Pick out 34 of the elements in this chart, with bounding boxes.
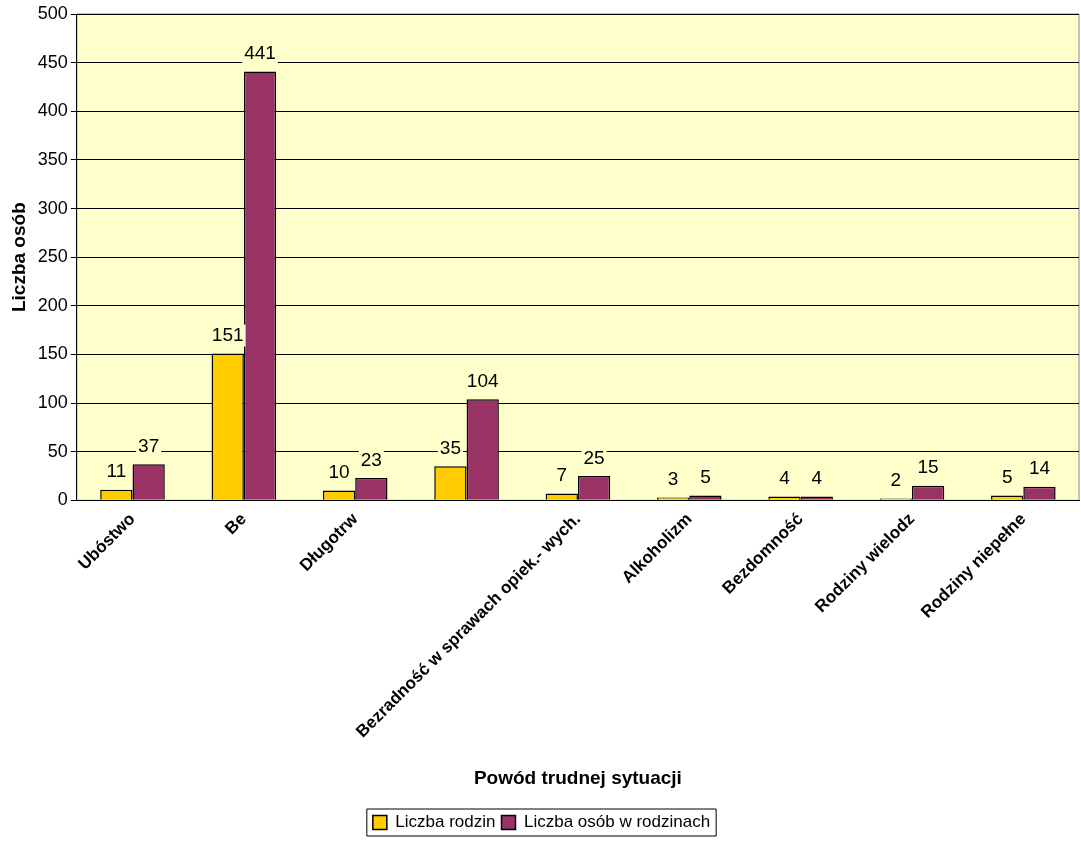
- data-label: 2: [890, 469, 902, 491]
- data-label: 441: [244, 42, 276, 64]
- y-tick-label: 400: [37, 100, 68, 121]
- legend-label: Liczba osób w rodzinach: [524, 812, 711, 832]
- legend-label: Liczba rodzin: [395, 812, 496, 832]
- y-tick-label: 450: [37, 51, 68, 72]
- data-label: 3: [667, 468, 679, 490]
- y-tick-label: 500: [37, 2, 68, 23]
- data-label: 7: [556, 464, 568, 486]
- y-tick-label: 50: [47, 440, 68, 461]
- data-label: 5: [1001, 466, 1013, 488]
- data-label: 4: [811, 467, 823, 489]
- y-tick-label: 350: [37, 148, 68, 169]
- data-label: 15: [917, 456, 939, 478]
- y-tick-label: 150: [37, 343, 68, 364]
- data-label: 14: [1028, 457, 1051, 479]
- data-label: 4: [779, 467, 791, 489]
- y-tick-label: 300: [37, 197, 68, 218]
- data-label: 35: [439, 437, 461, 459]
- y-tick-label: 0: [57, 489, 68, 510]
- data-label: 11: [106, 460, 127, 482]
- y-tick-label: 100: [37, 392, 68, 413]
- data-label: 37: [138, 435, 160, 457]
- data-label: 104: [466, 369, 499, 391]
- y-tick-label: 250: [37, 246, 68, 267]
- y-tick-label: 200: [37, 294, 68, 315]
- x-tick-label: Be: [221, 509, 250, 539]
- x-axis-title: Powód trudnej sytuacji: [473, 766, 682, 788]
- data-label: 5: [700, 466, 711, 488]
- data-label: 151: [211, 324, 244, 346]
- y-axis-title: Liczba osób: [7, 202, 29, 313]
- data-label: 25: [583, 446, 605, 468]
- data-label: 10: [328, 461, 350, 483]
- data-label: 23: [360, 448, 382, 470]
